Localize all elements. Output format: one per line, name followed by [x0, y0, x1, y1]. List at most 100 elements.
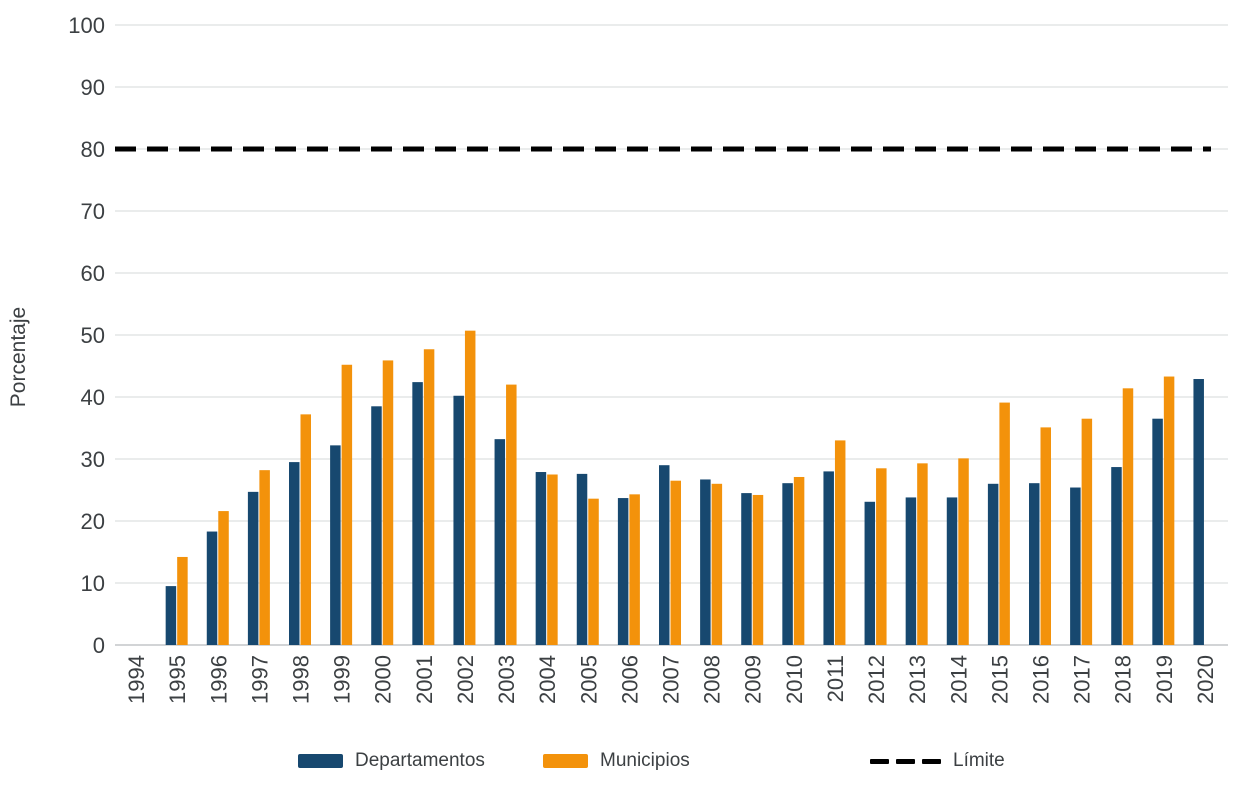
x-tick-2013: 2013 [905, 655, 930, 704]
y-tick-10: 10 [81, 571, 105, 596]
bar-departamentos-2015 [987, 483, 999, 645]
x-tick-2011: 2011 [823, 655, 848, 702]
legend-swatch-departamentos [298, 754, 343, 768]
x-tick-2003: 2003 [494, 655, 519, 704]
x-tick-2005: 2005 [576, 655, 601, 704]
legend-swatch-municipios [543, 754, 588, 768]
legend-label-límite: Límite [953, 750, 1005, 771]
x-tick-2019: 2019 [1152, 655, 1177, 704]
bars [165, 330, 1204, 645]
bar-departamentos-1996 [206, 531, 218, 645]
legend-item-municipios: Municipios [543, 744, 690, 778]
bar-departamentos-1997 [247, 491, 259, 645]
bar-departamentos-2017 [1070, 487, 1081, 645]
bar-departamentos-1999 [330, 445, 341, 645]
x-tick-2020: 2020 [1193, 655, 1218, 704]
bar-departamentos-2007 [659, 465, 670, 645]
legend-label-departamentos: Departamentos [355, 750, 485, 771]
x-tick-2000: 2000 [371, 655, 396, 704]
bar-departamentos-2012 [864, 501, 876, 645]
y-tick-100: 100 [68, 13, 105, 38]
bar-departamentos-1998 [289, 462, 300, 645]
x-tick-1994: 1994 [124, 655, 149, 704]
bar-municipios-2007 [670, 480, 681, 645]
bar-municipios-2001 [423, 349, 435, 645]
bar-departamentos-2003 [494, 439, 506, 645]
x-tick-2010: 2010 [782, 655, 807, 704]
bar-municipios-2002 [464, 330, 476, 645]
y-tick-0: 0 [93, 633, 105, 658]
x-tick-2009: 2009 [741, 655, 766, 704]
y-tick-40: 40 [81, 385, 105, 410]
bar-municipios-1995 [177, 556, 188, 645]
y-axis-title: Porcentaje [7, 307, 30, 407]
bar-departamentos-2009 [741, 493, 752, 645]
bar-municipios-2016 [1040, 427, 1051, 645]
bar-municipios-1998 [300, 414, 311, 645]
x-tick-2014: 2014 [946, 655, 971, 704]
bar-departamentos-2018 [1111, 467, 1122, 645]
x-tick-2008: 2008 [700, 655, 725, 704]
x-tick-2018: 2018 [1111, 655, 1136, 704]
y-axis-tick-labels: 0 10 20 30 40 50 60 70 80 90 100 [68, 13, 105, 658]
x-tick-2012: 2012 [864, 655, 889, 704]
y-tick-50: 50 [81, 323, 105, 348]
bar-municipios-2004 [547, 474, 558, 645]
bar-departamentos-2020 [1193, 379, 1204, 645]
bar-municipios-1999 [341, 364, 353, 645]
x-tick-2001: 2001 [412, 655, 437, 704]
bar-municipios-2003 [506, 384, 517, 645]
legend-dash-icon [870, 758, 941, 764]
x-tick-2006: 2006 [617, 655, 642, 704]
legend: Departamentos Municipios Límite [0, 744, 1240, 778]
bar-municipios-2014 [958, 458, 969, 645]
bar-departamentos-1995 [165, 586, 177, 645]
x-tick-2015: 2015 [987, 655, 1012, 704]
bar-municipios-1996 [218, 511, 229, 645]
bar-departamentos-2011 [823, 471, 834, 645]
x-tick-1997: 1997 [247, 655, 272, 704]
bar-departamentos-2004 [535, 472, 547, 645]
bar-municipios-2005 [588, 498, 599, 645]
bar-municipios-2018 [1122, 388, 1134, 645]
bar-departamentos-2005 [576, 473, 588, 645]
bar-municipios-2009 [752, 494, 764, 645]
bar-departamentos-2001 [412, 382, 423, 645]
bar-municipios-2013 [917, 463, 928, 645]
bar-municipios-2017 [1081, 418, 1093, 645]
x-tick-2017: 2017 [1070, 655, 1095, 704]
x-tick-2007: 2007 [659, 655, 684, 704]
y-tick-30: 30 [81, 447, 105, 472]
bar-departamentos-2014 [946, 497, 958, 645]
bar-departamentos-2002 [453, 395, 464, 645]
bar-municipios-2019 [1163, 376, 1175, 645]
x-tick-2016: 2016 [1029, 655, 1054, 704]
x-tick-1999: 1999 [330, 655, 355, 704]
x-tick-1996: 1996 [206, 655, 231, 704]
x-tick-1998: 1998 [289, 655, 314, 704]
y-tick-20: 20 [81, 509, 105, 534]
bar-municipios-2010 [793, 476, 805, 645]
bar-municipios-2006 [629, 494, 640, 645]
y-tick-90: 90 [81, 75, 105, 100]
bar-municipios-2012 [876, 468, 887, 645]
bar-departamentos-2008 [700, 479, 711, 645]
bar-departamentos-2013 [905, 497, 917, 645]
y-tick-60: 60 [81, 261, 105, 286]
x-tick-1995: 1995 [165, 655, 190, 704]
bar-departamentos-2019 [1152, 418, 1163, 645]
bar-municipios-2000 [382, 360, 394, 645]
y-tick-80: 80 [81, 137, 105, 162]
bar-departamentos-2006 [617, 498, 629, 645]
bar-municipios-1997 [259, 470, 270, 645]
bar-departamentos-2010 [782, 483, 793, 645]
bar-municipios-2008 [711, 483, 723, 645]
legend-item-departamentos: Departamentos [298, 744, 485, 778]
bar-municipios-2015 [999, 402, 1010, 645]
x-axis-year-labels: 1994 1995 1996 1997 1998 1999 2000 2001 2002 2003… [124, 655, 1218, 704]
x-tick-2004: 2004 [535, 655, 560, 704]
bar-municipios-2011 [834, 440, 846, 645]
legend-item-límite: Límite [870, 744, 1005, 778]
